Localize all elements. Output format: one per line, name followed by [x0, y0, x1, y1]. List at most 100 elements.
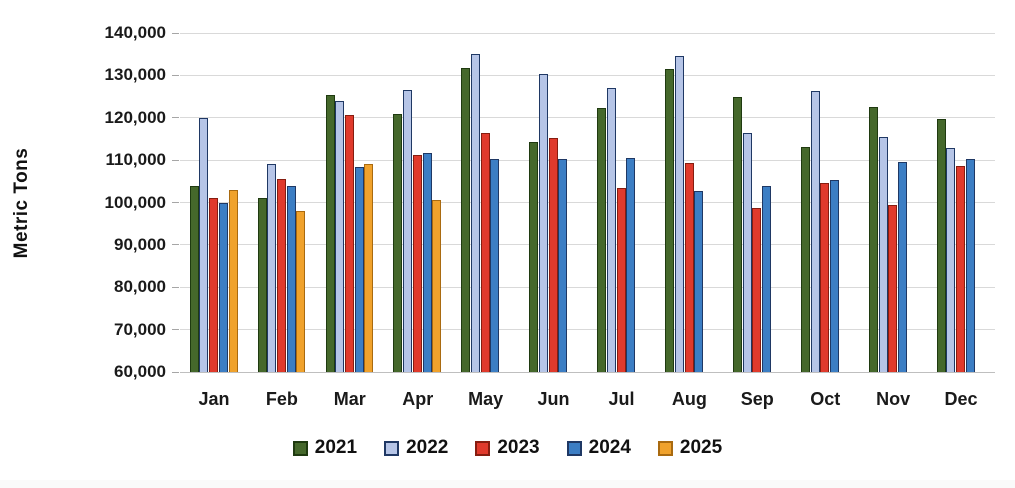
bar-2022-aug [674, 56, 684, 372]
legend-label: 2025 [679, 437, 723, 458]
x-tick-label-jul: Jul [608, 389, 635, 409]
bar-2024-nov [897, 162, 907, 372]
y-axis-tick [172, 244, 179, 246]
bar-2022-jan [199, 117, 209, 372]
bar-2021-feb [257, 198, 267, 372]
bar-2021-oct [800, 147, 810, 372]
bar-2021-may [461, 67, 471, 372]
legend-item-2021: 2021 [292, 437, 358, 459]
bar-2021-jul [597, 108, 607, 372]
legend: 2021 2022 2023 2024 2025 [0, 437, 1015, 459]
legend-swatch-2025 [657, 440, 673, 456]
bar-2023-may [480, 133, 490, 372]
bar-2021-sep [733, 97, 743, 372]
bar-2025-apr [432, 200, 442, 372]
bar-2022-apr [403, 90, 413, 372]
legend-label: 2022 [406, 437, 449, 458]
gridline [180, 32, 995, 34]
bar-2025-mar [364, 163, 374, 372]
gridline [180, 286, 995, 288]
x-tick-label-jan: Jan [198, 389, 230, 409]
legend-item-2022: 2022 [384, 437, 448, 459]
legend-item-2025: 2025 [657, 437, 723, 459]
bar-2024-dec [965, 158, 975, 372]
bar-2022-sep [742, 133, 752, 372]
bar-2022-jul [606, 88, 616, 372]
gridline [180, 244, 995, 246]
legend-label: 2024 [588, 437, 631, 458]
legend-swatch-2024 [566, 440, 582, 456]
y-tick-label: 130,000 [104, 65, 166, 85]
y-axis-tick [172, 74, 179, 76]
y-tick-label: 140,000 [104, 23, 166, 42]
x-tick-label-aug: Aug [671, 389, 707, 409]
y-tick-label: 100,000 [104, 192, 166, 212]
bar-2022-dec [946, 148, 956, 372]
gridline [180, 202, 995, 203]
bar-2024-jul [626, 158, 636, 372]
y-axis-tick [172, 117, 179, 119]
bar-2024-oct [830, 180, 840, 372]
legend-label: 2021 [314, 437, 358, 458]
y-axis-tick [172, 329, 179, 331]
bar-2023-jun [548, 137, 558, 372]
legend-label: 2023 [497, 437, 540, 458]
gridline [180, 329, 995, 331]
bar-2024-may [490, 158, 500, 372]
legend-swatch-2021 [292, 440, 308, 456]
bar-2021-mar [325, 94, 335, 372]
bar-2023-feb [277, 179, 287, 372]
bar-2024-apr [422, 152, 432, 372]
bar-2022-nov [878, 136, 888, 372]
gridline [180, 74, 995, 76]
y-tick-label: 70,000 [114, 319, 166, 339]
y-tick-label: 60,000 [114, 362, 166, 381]
y-axis-tick [172, 32, 179, 34]
bar-2022-mar [335, 100, 345, 372]
bar-2024-sep [762, 186, 772, 372]
legend-item-2024: 2024 [566, 437, 631, 459]
gridline [180, 371, 995, 373]
bar-2024-aug [694, 190, 704, 372]
bottom-strip [0, 480, 1015, 488]
y-axis-tick [172, 371, 179, 373]
y-tick-label: 110,000 [105, 150, 166, 170]
bar-2021-aug [665, 69, 675, 372]
x-tick-label-mar: Mar [333, 389, 366, 409]
bar-2024-jan [218, 202, 228, 372]
bar-2021-apr [393, 113, 403, 372]
bar-2025-feb [296, 210, 306, 372]
bar-2023-oct [820, 183, 830, 372]
bar-2024-mar [354, 166, 364, 372]
y-axis-tick [172, 159, 179, 161]
y-tick-label: 80,000 [114, 277, 166, 297]
x-tick-label-dec: Dec [944, 389, 978, 409]
bar-2023-sep [752, 207, 762, 372]
y-tick-label: 120,000 [104, 107, 166, 127]
bar-2021-nov [868, 106, 878, 372]
gridline [180, 117, 995, 119]
bar-2023-aug [684, 163, 694, 372]
x-tick-label-feb: Feb [265, 389, 298, 409]
y-tick-label: 90,000 [114, 234, 166, 254]
bar-2025-jan [228, 189, 238, 372]
bar-2022-jun [538, 74, 548, 372]
plot-area [180, 32, 995, 373]
x-tick-label-apr: Apr [402, 389, 434, 409]
y-axis-tick [172, 286, 179, 288]
legend-item-2023: 2023 [475, 437, 540, 459]
x-tick-label-may: May [468, 389, 504, 409]
bar-2021-jan [189, 185, 199, 372]
y-axis-title: Metric Tons [11, 147, 32, 259]
bar-2023-mar [344, 114, 354, 372]
bar-2024-jun [558, 158, 568, 372]
legend-swatch-2022 [384, 440, 400, 456]
x-tick-label-jun: Jun [537, 389, 570, 409]
bar-2023-jan [209, 198, 219, 372]
bar-2022-oct [810, 90, 820, 372]
bar-2023-jul [616, 188, 626, 372]
bar-2021-jun [529, 141, 539, 372]
x-tick-label-nov: Nov [876, 389, 911, 409]
bar-2022-may [471, 54, 481, 372]
